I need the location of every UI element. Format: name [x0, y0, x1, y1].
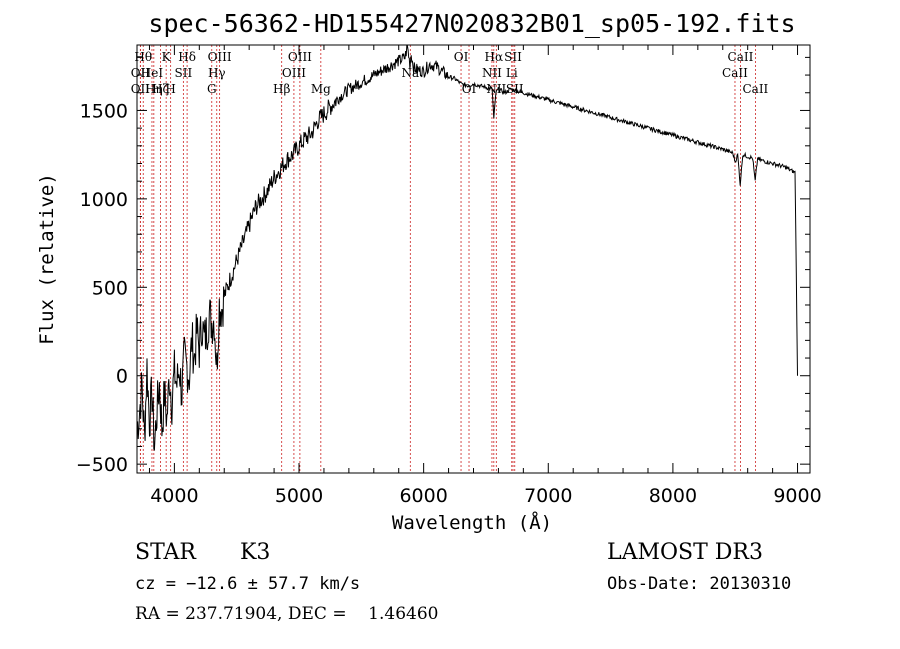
plot-area: HθOIIOIIHeIHηHζKHSIIHδGHγOIIIHβOIIIOIIIM… [76, 44, 822, 507]
y-axis-label: Flux (relative) [36, 173, 58, 345]
x-axis-label: Wavelength (Å) [392, 511, 552, 534]
y-tick-label-3: 1000 [80, 189, 128, 211]
line-label-20: NII [482, 66, 502, 80]
spectral-line-labels: HθOIIOIIHeIHηHζKHSIIHδGHγOIIIHβOIIIOIIIM… [131, 50, 769, 96]
line-label-27: CaII [728, 50, 754, 64]
line-label-6: K [162, 50, 172, 64]
line-label-1: OII [131, 66, 151, 80]
x-tick-label-0: 4000 [150, 485, 198, 507]
line-label-16: Mg [311, 82, 331, 96]
line-label-9: Hδ [178, 50, 196, 64]
line-label-7: H [165, 82, 175, 96]
line-label-15: OIII [288, 50, 312, 64]
line-label-10: G [207, 82, 217, 96]
line-label-23: Li [506, 66, 518, 80]
y-axis: −500 0 500 1000 1500 [76, 56, 810, 476]
line-label-28: CaII [742, 82, 768, 96]
line-label-21: Hα [485, 50, 504, 64]
line-label-4: Hη [145, 82, 163, 96]
y-tick-label-0: −500 [76, 454, 128, 476]
line-label-14: OIII [282, 66, 306, 80]
ra-dec-coordinates: RA = 237.71904, DEC = 1.46460 [135, 604, 438, 624]
line-label-8: SII [175, 66, 193, 80]
x-axis: 4000 5000 6000 7000 8000 9000 [148, 45, 822, 507]
chart-title: spec-56362-HD155427N020832B01_sp05-192.f… [148, 9, 795, 38]
spectrum-line [136, 45, 798, 451]
survey-name: LAMOST DR3 [607, 540, 763, 565]
line-label-0: Hθ [134, 50, 152, 64]
line-label-13: Hβ [273, 82, 290, 96]
line-label-12: OIII [208, 50, 232, 64]
line-label-22: NII [486, 82, 506, 96]
y-tick-label-1: 0 [116, 366, 128, 388]
x-tick-label-4: 8000 [649, 485, 697, 507]
x-tick-label-2: 6000 [399, 485, 447, 507]
redshift-cz: cz = −12.6 ± 57.7 km/s [135, 574, 360, 594]
x-tick-label-3: 7000 [524, 485, 572, 507]
y-tick-label-2: 500 [92, 277, 128, 299]
line-label-2: OII [131, 82, 151, 96]
object-subclass: K3 [240, 540, 270, 565]
spectral-line-markers [139, 45, 756, 473]
x-tick-label-1: 5000 [275, 485, 323, 507]
line-label-18: OI [454, 50, 469, 64]
line-label-24: SII [504, 50, 522, 64]
object-class: STAR [135, 540, 197, 565]
line-label-5: Hζ [152, 82, 169, 96]
x-tick-label-5: 9000 [773, 485, 821, 507]
line-label-3: HeI [141, 66, 164, 80]
observation-date: Obs-Date: 20130310 [607, 574, 791, 594]
line-label-26: CaII [722, 66, 748, 80]
line-label-11: Hγ [208, 66, 226, 80]
y-tick-label-4: 1500 [80, 100, 128, 122]
